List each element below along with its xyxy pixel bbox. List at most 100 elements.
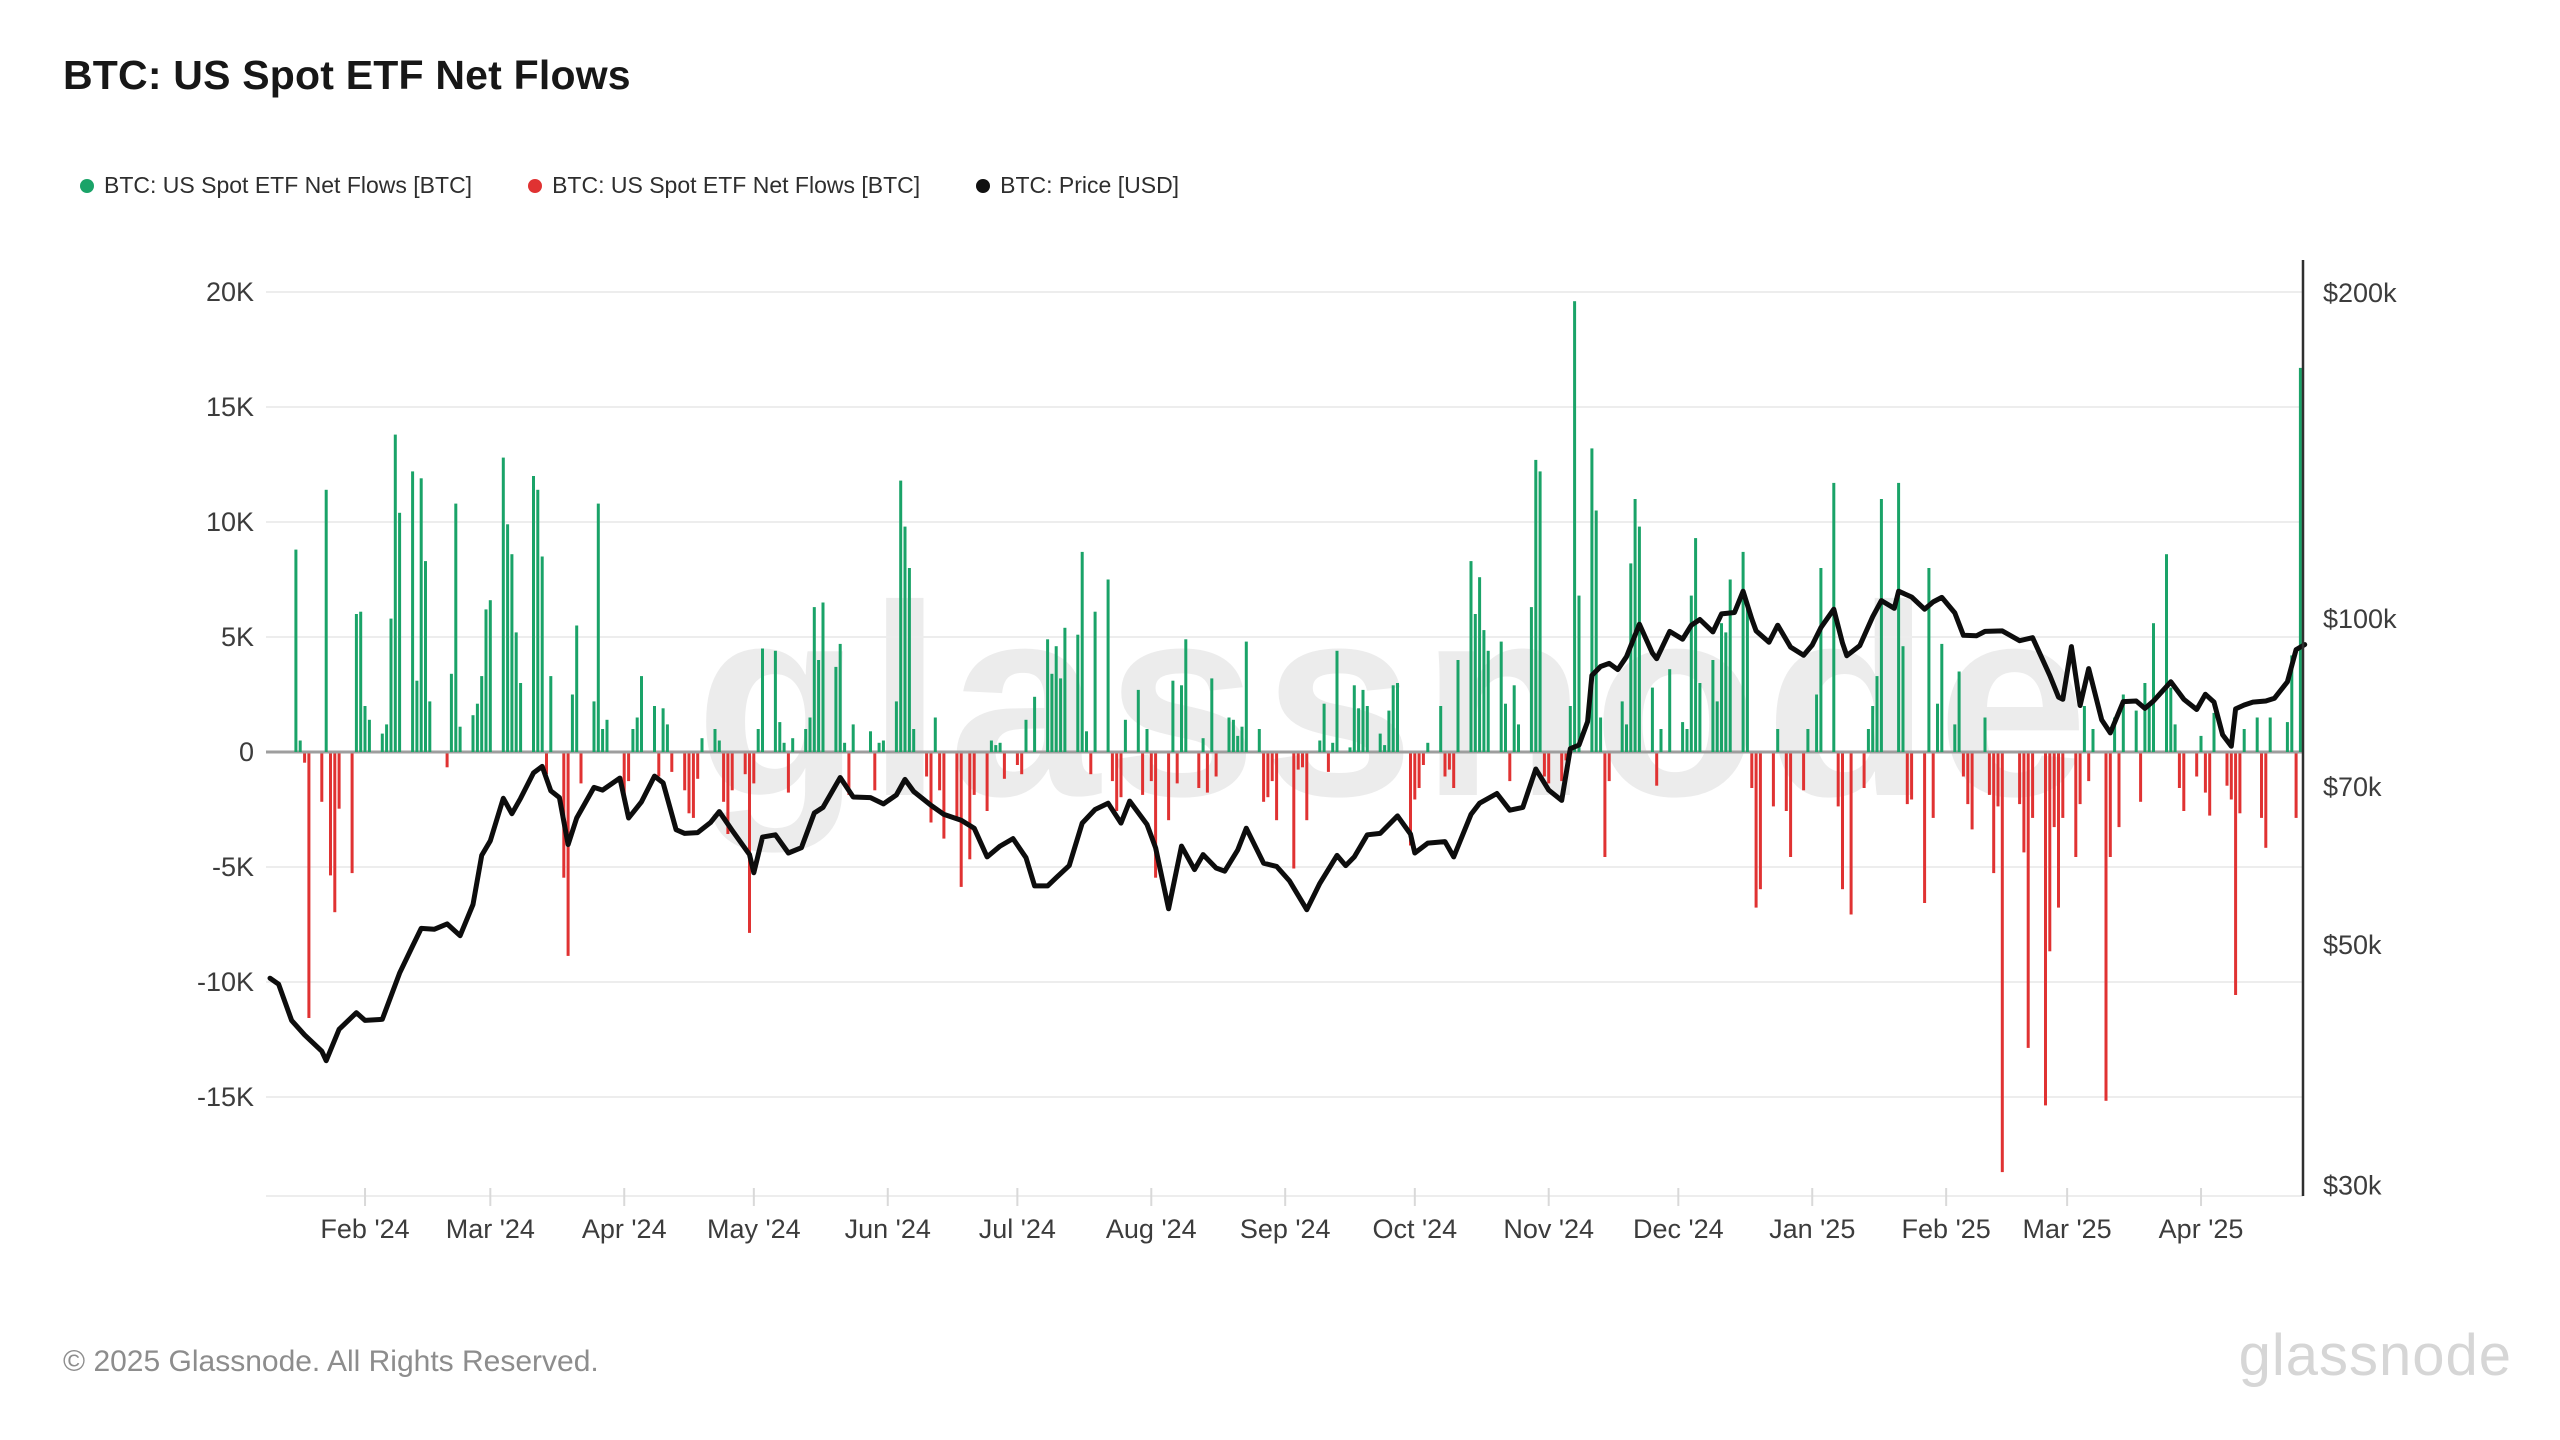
flow-bar-positive [1689, 595, 1693, 752]
x-axis-label-9: Nov '24 [1503, 1214, 1594, 1244]
flow-bar-positive [1694, 538, 1698, 752]
flow-bar-positive [1957, 671, 1961, 752]
flow-bar-positive [804, 729, 808, 752]
flow-bar-positive [575, 625, 579, 752]
flow-bar-negative [1560, 753, 1564, 782]
flow-bar-positive [1352, 685, 1356, 752]
flow-bar-negative [1603, 753, 1607, 857]
legend-item-0[interactable]: BTC: US Spot ETF Net Flows [BTC] [80, 172, 472, 199]
flow-bar-positive [449, 673, 453, 752]
flow-bar-positive [294, 549, 298, 752]
flow-bar-positive [2121, 694, 2125, 752]
x-axis-label-3: May '24 [707, 1214, 801, 1244]
flow-bar-negative [1508, 753, 1512, 782]
flow-bar-positive [393, 434, 397, 752]
flow-bar-positive [1331, 742, 1335, 752]
flow-bar-positive [821, 602, 825, 752]
flow-bar-positive [501, 457, 505, 752]
flow-bar-positive [2290, 655, 2294, 752]
flow-bar-positive [761, 648, 764, 752]
flow-bar-positive [1940, 643, 1944, 752]
flow-bar-positive [471, 715, 475, 752]
flow-bar-positive [1983, 717, 1987, 752]
x-axis-label-1: Mar '24 [446, 1214, 535, 1244]
flow-bar-positive [869, 731, 872, 752]
flow-bar-positive [514, 632, 518, 752]
flow-bar-positive [359, 611, 363, 752]
copyright-text: © 2025 Glassnode. All Rights Reserved. [63, 1345, 599, 1378]
flow-bar-positive [1486, 650, 1490, 752]
flow-bar-positive [1577, 595, 1581, 752]
flow-bar-negative [622, 753, 626, 800]
price-line [267, 588, 2308, 1064]
flow-bar-positive [1473, 614, 1477, 752]
flow-bar-negative [968, 753, 972, 860]
flow-bar-positive [912, 729, 916, 752]
flow-bar-positive [635, 717, 639, 752]
flow-bar-negative [670, 753, 674, 772]
flow-bar-positive [1482, 630, 1486, 752]
flow-bar-negative [2018, 753, 2022, 805]
flow-bar-positive [398, 512, 402, 752]
flow-bar-positive [510, 554, 514, 752]
flow-bar-negative [2208, 753, 2212, 816]
flow-bar-negative [2195, 753, 2199, 777]
x-axis-label-14: Apr '25 [2159, 1214, 2244, 1244]
flow-bar-positive [1236, 735, 1240, 752]
flow-bar-positive [1620, 701, 1624, 752]
flow-bar-positive [1590, 448, 1594, 752]
flow-bar-positive [1806, 729, 1810, 752]
flow-bar-positive [1387, 710, 1391, 752]
flow-bar-negative [2260, 753, 2263, 818]
flow-bar-negative [333, 753, 337, 913]
flow-bar-positive [778, 722, 782, 752]
flow-bar-negative [2048, 753, 2052, 952]
flow-bar-positive [1378, 733, 1382, 752]
flow-bar-positive [2143, 683, 2147, 752]
flow-bar-positive [838, 643, 842, 752]
flow-bar-positive [1439, 706, 1443, 752]
flow-bar-positive [2134, 710, 2138, 752]
flow-bar-positive [2082, 706, 2086, 752]
flow-bar-positive [1534, 459, 1538, 752]
legend-item-2[interactable]: BTC: Price [USD] [976, 172, 1179, 199]
flow-bar-positive [532, 476, 535, 752]
flow-bar-positive [424, 561, 427, 752]
flow-bar-positive [1391, 685, 1395, 752]
flow-bar-positive [1720, 623, 1723, 752]
flow-bar-positive [1180, 685, 1183, 752]
flow-bar-positive [903, 526, 907, 752]
flow-bar-positive [1383, 745, 1387, 752]
flow-bar-positive [851, 724, 855, 752]
flow-bar-positive [2298, 367, 2302, 752]
flow-bar-negative [1607, 753, 1611, 782]
flow-bar-negative [320, 753, 324, 802]
legend-item-1[interactable]: BTC: US Spot ETF Net Flows [BTC] [528, 172, 920, 199]
flow-bar-negative [2117, 753, 2121, 828]
flow-bar-negative [1784, 753, 1788, 811]
flow-bar-positive [2113, 717, 2117, 752]
flow-bar-positive [1728, 579, 1732, 752]
flow-bar-negative [752, 753, 756, 784]
flow-bar-positive [1361, 689, 1365, 752]
flow-bar-negative [1413, 753, 1417, 800]
flow-bar-positive [549, 676, 553, 752]
flow-bar-positive [1240, 726, 1244, 752]
legend: BTC: US Spot ETF Net Flows [BTC] BTC: US … [80, 172, 1179, 199]
flow-bar-positive [1517, 724, 1520, 752]
flow-bar-positive [1318, 740, 1322, 752]
flow-bar-positive [1685, 729, 1689, 752]
flow-bar-positive [1085, 731, 1088, 752]
flow-bar-negative [1270, 753, 1274, 782]
flow-bar-negative [307, 753, 311, 1018]
flow-bar-positive [1599, 717, 1603, 752]
flow-bar-positive [411, 471, 415, 752]
legend-dot-icon [528, 178, 543, 193]
flow-bar-negative [1970, 753, 1974, 830]
flow-bar-negative [1841, 753, 1844, 890]
flow-bar-negative [1789, 753, 1793, 857]
flow-bar-positive [1348, 747, 1352, 752]
flow-bar-positive [367, 719, 371, 752]
